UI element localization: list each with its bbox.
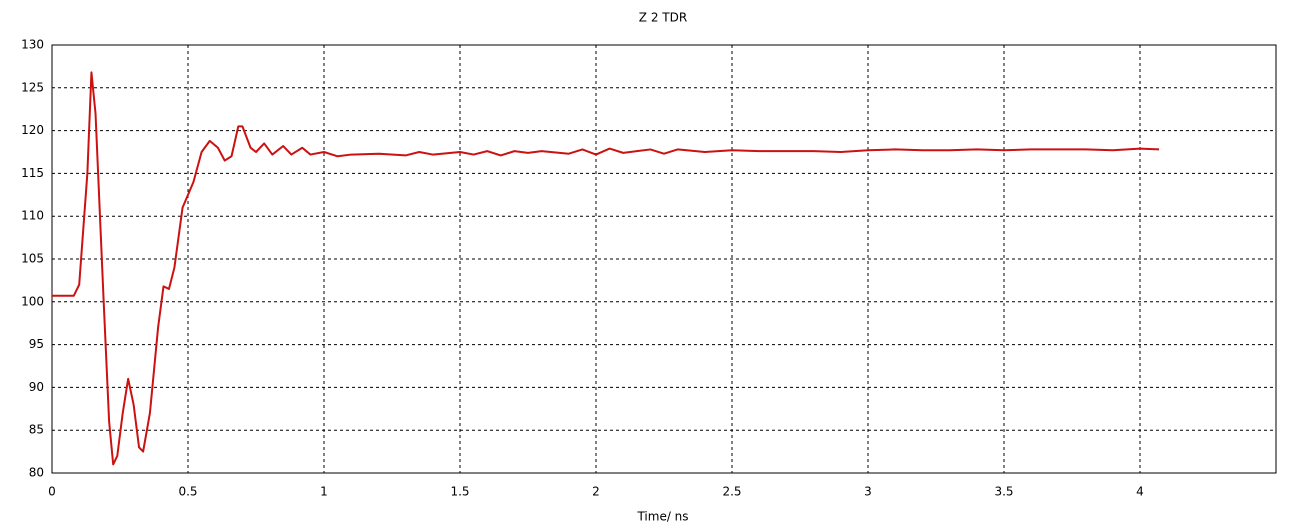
x-tick-label: 0 xyxy=(48,485,56,499)
y-tick-label: 110 xyxy=(21,209,44,223)
x-tick-label: 0.5 xyxy=(178,485,197,499)
x-tick-label: 3 xyxy=(864,485,872,499)
y-tick-label: 90 xyxy=(29,380,44,394)
y-tick-label: 120 xyxy=(21,123,44,137)
x-tick-label: 4 xyxy=(1136,485,1144,499)
y-tick-label: 115 xyxy=(21,166,44,180)
data-line xyxy=(52,71,1160,466)
plot-frame xyxy=(51,44,1277,474)
y-tick-label: 130 xyxy=(21,38,44,52)
y-tick-label: 95 xyxy=(29,337,44,351)
x-tick-label: 2.5 xyxy=(722,485,741,499)
x-axis-label: Time/ ns xyxy=(636,510,688,524)
y-tick-label: 105 xyxy=(21,252,44,266)
y-tick-label: 125 xyxy=(21,80,44,94)
chart-title: Z 2 TDR xyxy=(639,11,687,25)
y-tick-label: 85 xyxy=(29,423,44,437)
x-tick-label: 3.5 xyxy=(994,485,1013,499)
x-tick-label: 2 xyxy=(592,485,600,499)
x-tick-label: 1.5 xyxy=(450,485,469,499)
y-tick-label: 80 xyxy=(29,466,44,480)
x-tick-label: 1 xyxy=(320,485,328,499)
y-tick-label: 100 xyxy=(21,294,44,308)
